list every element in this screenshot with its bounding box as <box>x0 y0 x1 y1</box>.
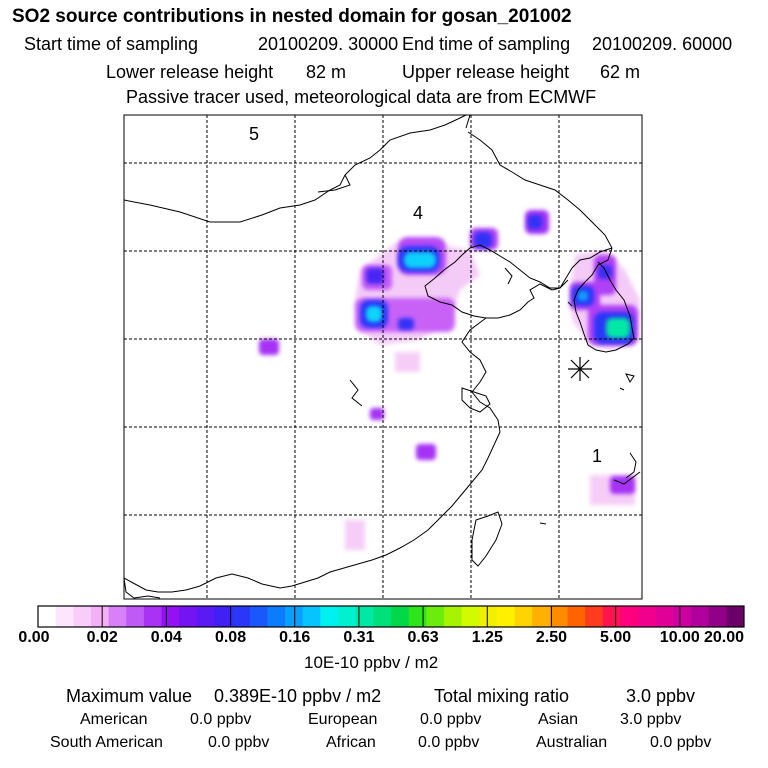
colorbar-cell <box>55 606 74 627</box>
source-african-label: African <box>326 734 376 751</box>
source-european-label: European <box>308 711 378 728</box>
colorbar-cell <box>232 606 251 627</box>
colorbar-cell <box>514 606 533 627</box>
source-asian-label: Asian <box>538 711 579 728</box>
colorbar-cell <box>355 606 374 627</box>
end-time-value: 20100209. 60000 <box>592 34 733 54</box>
source-african-value: 0.0 ppbv <box>418 734 480 751</box>
colorbar-cell <box>638 606 657 627</box>
source-australian-label: Australian <box>536 734 608 751</box>
halo-south <box>345 520 365 550</box>
source-american-value: 0.0 ppbv <box>190 711 252 728</box>
source-south-american-value: 0.0 ppbv <box>208 734 270 751</box>
colorbar-tick-label: 20.00 <box>703 629 745 646</box>
colorbar-separators <box>101 606 681 627</box>
colorbar-cell <box>108 606 127 627</box>
chart-title: SO2 source contributions in nested domai… <box>12 6 572 27</box>
colorbar-tick-label: 0.31 <box>343 629 375 646</box>
colorbar-cell <box>479 606 498 627</box>
colorbar-cell <box>426 606 445 627</box>
halo-shandong <box>395 352 420 372</box>
colorbar-tick-label: 0.16 <box>279 629 311 646</box>
colorbar-cell <box>726 606 745 627</box>
coastlines <box>124 115 641 599</box>
grid-lines <box>124 115 642 599</box>
colorbar-cell <box>461 606 480 627</box>
source-european-value: 0.0 ppbv <box>420 711 482 728</box>
tracer-note: Passive tracer used, meteorological data… <box>126 87 597 107</box>
lower-release-value: 82 m <box>306 62 347 82</box>
colorbar-cell <box>691 606 710 627</box>
plume-beijing-core <box>404 252 436 268</box>
colorbar-cell <box>373 606 392 627</box>
colorbar-cell <box>602 606 621 627</box>
source-south-american-label: South American <box>50 734 163 751</box>
source-american-label: American <box>80 711 148 728</box>
colorbar-cell <box>708 606 727 627</box>
max-value: 0.389E-10 ppbv / m2 <box>214 686 382 706</box>
colorbar-cell <box>143 606 163 627</box>
colorbar-cell <box>496 606 516 627</box>
upper-release-value: 62 m <box>600 62 641 82</box>
max-value-label: Maximum value <box>66 686 193 706</box>
plume-hebei-core <box>366 306 382 322</box>
colorbar-cell <box>585 606 604 627</box>
colorbar-cell <box>38 606 57 627</box>
colorbar-cell <box>549 606 568 627</box>
colorbar-tick-label: 1.25 <box>471 629 503 646</box>
colorbar-tick-label: 0.00 <box>18 629 50 646</box>
colorbar-cell <box>673 606 692 627</box>
colorbar-cell <box>655 606 674 627</box>
colorbar-tick-label: 10.00 <box>659 629 700 646</box>
colorbar-tick-label: 0.02 <box>86 629 118 646</box>
total-mixing-label: Total mixing ratio <box>434 686 570 706</box>
colorbar-cell <box>532 606 551 627</box>
colorbar-tick-label: 0.63 <box>407 629 439 646</box>
colorbar-unit: 10E-10 ppbv / m2 <box>304 653 439 672</box>
lower-release-label: Lower release height <box>106 62 274 82</box>
colorbar-cell <box>567 606 586 627</box>
total-mixing-value: 3.0 ppbv <box>626 686 696 706</box>
colorbar-cell <box>338 606 357 627</box>
plume-central-china <box>259 339 279 355</box>
start-time-value: 20100209. 30000 <box>258 34 399 54</box>
colorbar-cell <box>126 606 145 627</box>
colorbar-frame <box>37 605 745 628</box>
colorbar-cell <box>285 606 304 627</box>
colorbar-cell <box>214 606 233 627</box>
colorbar-cell <box>179 606 198 627</box>
plume-cores <box>366 252 630 338</box>
region-label-1: 1 <box>592 446 602 466</box>
region-label-4: 4 <box>413 203 423 223</box>
start-time-label: Start time of sampling <box>24 34 199 54</box>
colorbar-cell <box>443 606 463 627</box>
gosan-station-marker <box>568 357 592 381</box>
colorbar-cells <box>38 606 745 627</box>
plume-korea-south <box>606 318 630 338</box>
source-australian-value: 0.0 ppbv <box>650 734 712 751</box>
colorbar-cell <box>196 606 215 627</box>
colorbar-cell <box>620 606 639 627</box>
colorbar-cell <box>73 606 92 627</box>
region-label-5: 5 <box>249 124 259 144</box>
colorbar-cell <box>90 606 110 627</box>
colorbar-cell <box>408 606 427 627</box>
colorbar-tick-label: 0.08 <box>214 629 247 646</box>
colorbar-cell <box>302 606 321 627</box>
colorbar-tick-label: 5.00 <box>600 629 632 646</box>
colorbar-cell <box>249 606 268 627</box>
upper-release-label: Upper release height <box>402 62 570 82</box>
colorbar-cell <box>391 606 410 627</box>
colorbar-cell <box>267 606 286 627</box>
colorbar-tick-label: 0.04 <box>150 629 182 646</box>
colorbar-tick-label: 2.50 <box>535 629 568 646</box>
source-asian-value: 3.0 ppbv <box>620 711 682 728</box>
colorbar-cell <box>320 606 339 627</box>
end-time-label: End time of sampling <box>402 34 571 54</box>
colorbar-cell <box>161 606 180 627</box>
map-frame <box>123 114 643 600</box>
